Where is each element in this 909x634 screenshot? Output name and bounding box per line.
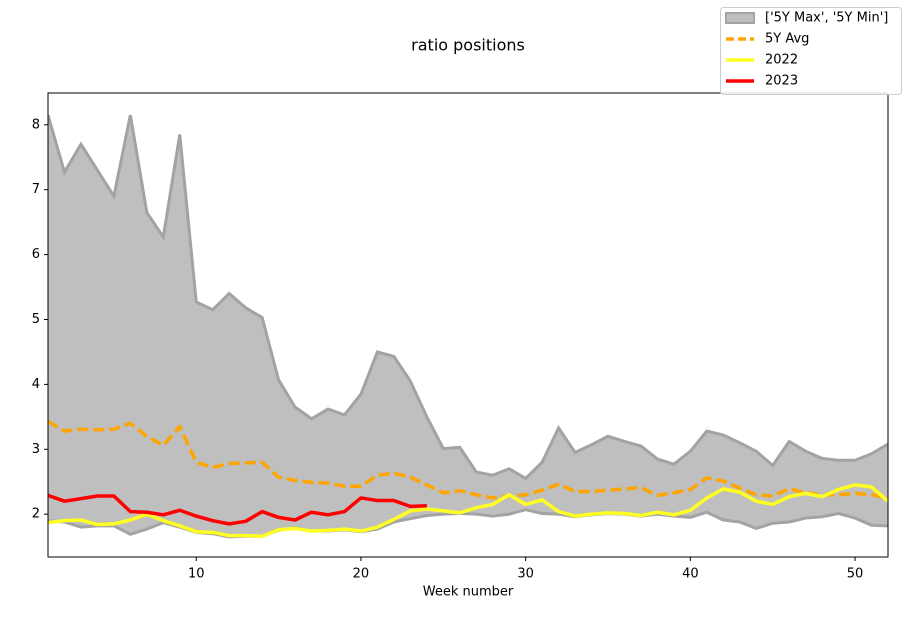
series-line: [48, 483, 888, 538]
y-tick-label: 7: [32, 182, 40, 197]
x-tick-label: 40: [682, 567, 699, 582]
legend: ['5Y Max', '5Y Min'] 5Y Avg 2022 2023: [720, 7, 902, 95]
x-tick-label: 20: [353, 567, 370, 582]
band-area: [48, 115, 888, 537]
x-tick-label: 30: [517, 567, 534, 582]
y-tick-label: 6: [32, 247, 40, 262]
x-axis-label: Week number: [423, 585, 514, 600]
legend-label: 5Y Avg: [765, 32, 809, 47]
x-tick-label: 10: [188, 567, 205, 582]
y-tick-label: 4: [32, 377, 40, 392]
legend-label: ['5Y Max', '5Y Min']: [765, 11, 888, 26]
band-edge: [48, 114, 888, 481]
y-tick-label: 5: [32, 312, 40, 327]
chart-title: ratio positions: [411, 36, 525, 55]
y-tick-label: 2: [32, 507, 40, 522]
plot-frame: [47, 92, 889, 558]
x-tick-label: 50: [847, 567, 864, 582]
legend-swatch: [725, 12, 755, 24]
y-tick-label: 8: [32, 117, 40, 132]
y-tick-label: 3: [32, 442, 40, 457]
legend-box: [720, 7, 902, 95]
series-line: [48, 419, 888, 500]
legend-label: 2022: [765, 53, 798, 68]
series-line: [48, 493, 427, 526]
legend-label: 2023: [765, 74, 798, 89]
